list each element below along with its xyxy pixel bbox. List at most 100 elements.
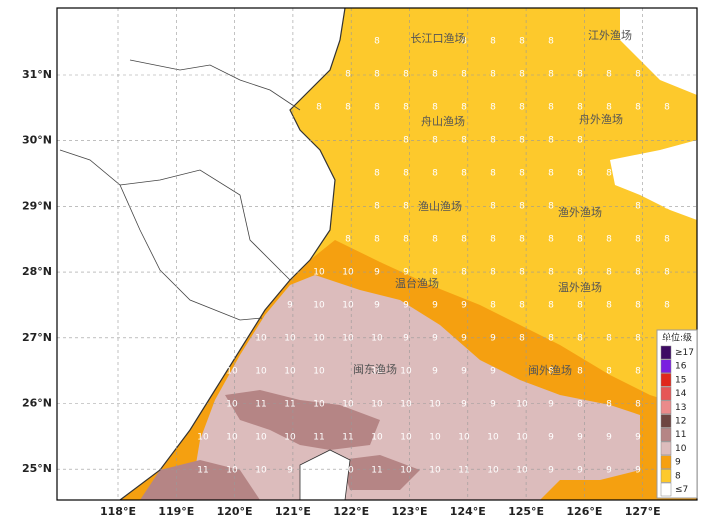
legend-swatch: [660, 427, 672, 442]
wind-level: 9: [606, 466, 612, 476]
wind-level: 8: [606, 169, 612, 179]
wind-level: 8: [635, 334, 641, 344]
wind-level: 9: [287, 466, 293, 476]
fishing-ground: 渔外渔场: [558, 205, 602, 219]
wind-level: 8: [490, 268, 496, 278]
wind-level: 8: [664, 202, 670, 212]
legend-label: 15: [675, 375, 686, 385]
wind-level: 8: [461, 169, 467, 179]
wind-level: 8: [316, 103, 322, 113]
lon-label: 122°E: [333, 505, 369, 518]
wind-level: 10: [313, 301, 325, 311]
wind-level: 8: [519, 136, 525, 146]
wind-level: 8: [635, 268, 641, 278]
lat-label: 27°N: [22, 331, 52, 344]
wind-level: 8: [606, 367, 612, 377]
wind-level: 8: [432, 235, 438, 245]
wind-level: 8: [403, 202, 409, 212]
wind-level: 9: [548, 400, 554, 410]
wind-level: 8: [635, 70, 641, 80]
wind-level: 8: [461, 136, 467, 146]
wind-level: 9: [490, 334, 496, 344]
legend-label: 12: [675, 417, 686, 427]
wind-level: 8: [635, 202, 641, 212]
wind-level: 8: [490, 37, 496, 47]
wind-level: 10: [371, 367, 383, 377]
wind-level: 11: [255, 400, 266, 410]
zone-11: [340, 455, 420, 490]
lon-label: 125°E: [508, 505, 544, 518]
wind-level: 11: [284, 400, 295, 410]
zone-11: [140, 460, 260, 500]
province-border: [59, 149, 263, 321]
wind-level: 8: [374, 70, 380, 80]
wind-level: 9: [635, 433, 641, 443]
wind-level: 8: [548, 70, 554, 80]
fishing-ground: 闽外渔场: [528, 363, 572, 377]
wind-level: 8: [548, 202, 554, 212]
lon-label: 118°E: [100, 505, 136, 518]
wind-level: 8: [577, 301, 583, 311]
wind-level: 10: [516, 466, 528, 476]
wind-level: 8: [490, 103, 496, 113]
wind-level: 11: [313, 433, 324, 443]
lon-label: 127°E: [625, 505, 661, 518]
wind-level: 8: [577, 400, 583, 410]
legend-swatch: [660, 386, 672, 401]
wind-level: 10: [371, 400, 383, 410]
wind-level: 8: [432, 169, 438, 179]
wind-level: 8: [606, 235, 612, 245]
fishing-ground: 舟山渔场: [421, 114, 465, 128]
wind-level: 11: [371, 466, 382, 476]
wind-level: 10: [400, 433, 412, 443]
wind-level: 9: [374, 301, 380, 311]
wind-level: 10: [342, 334, 354, 344]
wind-level: 8: [577, 70, 583, 80]
wind-level: 10: [429, 433, 441, 443]
wind-level: 8: [432, 136, 438, 146]
wind-level: 8: [374, 235, 380, 245]
wind-level: 9: [490, 400, 496, 410]
wind-level: 8: [635, 103, 641, 113]
wind-level: 8: [577, 268, 583, 278]
wind-level: 9: [432, 367, 438, 377]
province-border: [119, 169, 291, 281]
wind-level: 8: [432, 70, 438, 80]
fishing-ground: 长江口渔场: [411, 31, 466, 45]
wind-level: 8: [461, 70, 467, 80]
wind-level: 9: [577, 433, 583, 443]
wind-level: 8: [606, 103, 612, 113]
wind-level: 8: [345, 235, 351, 245]
legend-swatch: [660, 345, 672, 360]
wind-level: 8: [490, 136, 496, 146]
fishing-ground: 舟外渔场: [579, 112, 623, 126]
wind-level: 10: [516, 433, 528, 443]
wind-level: 8: [577, 169, 583, 179]
legend-title: 单位:级: [662, 332, 692, 344]
wind-level: 8: [577, 334, 583, 344]
wind-level: 8: [577, 136, 583, 146]
wind-level: 8: [548, 301, 554, 311]
wind-level: 9: [374, 268, 380, 278]
wind-level: 9: [635, 466, 641, 476]
lat-label: 26°N: [22, 397, 52, 410]
wind-level: 10: [284, 334, 296, 344]
wind-level: 10: [313, 268, 325, 278]
lat-label: 28°N: [22, 265, 52, 278]
wind-level: 8: [606, 301, 612, 311]
legend-label: 8: [675, 471, 681, 481]
wind-level: 8: [519, 70, 525, 80]
wind-level: 8: [519, 268, 525, 278]
wind-level: 9: [577, 466, 583, 476]
lat-label: 29°N: [22, 199, 52, 212]
wind-level: 8: [461, 37, 467, 47]
wind-level: 8: [635, 301, 641, 311]
wind-level: 8: [519, 37, 525, 47]
legend-swatch: [660, 441, 672, 456]
wind-level: 10: [371, 334, 383, 344]
wind-level: 9: [403, 301, 409, 311]
legend-label: ≤7: [675, 485, 688, 495]
fishing-ground: 渔山渔场: [418, 199, 462, 213]
map-area: [57, 8, 697, 500]
wind-level: 8: [490, 70, 496, 80]
